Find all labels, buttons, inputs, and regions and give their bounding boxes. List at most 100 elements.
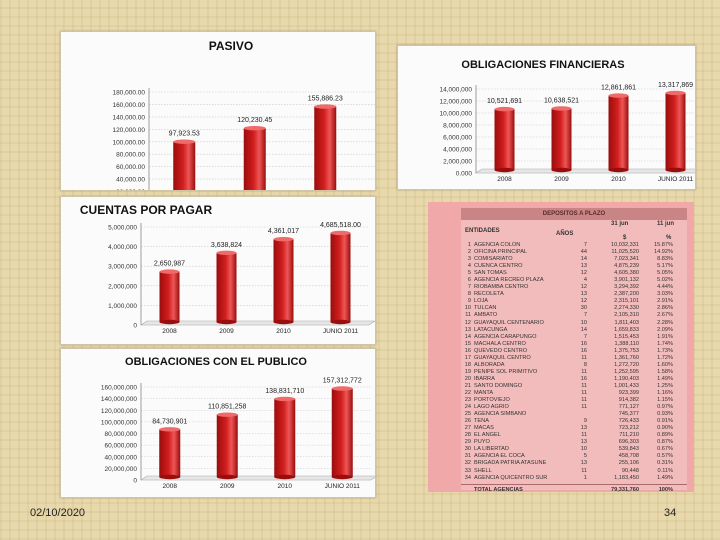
row-years: 11 (581, 389, 587, 396)
y-tick-label: 4,000,000 (108, 244, 137, 251)
header-amount: $ (623, 235, 627, 241)
table-row: 31 AGENCIA EL COCA 5 458,708 0.57% (461, 453, 687, 460)
row-entity: AGENCIA QUICENTRO SUR (474, 474, 548, 481)
row-entity: BRIGADA PATRIA ATASUNE (474, 460, 547, 467)
depositos-table: DEPOSITOS A PLAZO 31 jun 11 jun ENTIDADE… (461, 208, 687, 493)
row-number: 12 (464, 319, 471, 326)
row-percent: 0.93% (657, 411, 673, 418)
table-row: 29 PUYO 13 696,303 0.87% (461, 439, 687, 446)
bar-value-label: 2,650,987 (154, 261, 185, 268)
table-row: 17 GUAYAQUIL CENTRO 11 1,361,760 1.72% (461, 355, 687, 362)
y-tick-label: 2,000,000 (443, 159, 472, 166)
row-amount: 539,843 (618, 446, 639, 453)
row-amount: 1,515,453 (614, 333, 639, 340)
table-row: 9 LOJA 12 2,315,101 2.91% (461, 298, 687, 305)
row-amount: 711,210 (619, 432, 639, 439)
bar (608, 95, 629, 170)
row-entity: LAGO AGRIO (474, 404, 509, 411)
row-number: 29 (464, 439, 471, 446)
table-row: 7 RIOBAMBA CENTRO 12 3,294,392 4.44% (461, 284, 687, 291)
row-amount: 745,377 (618, 411, 639, 418)
bar-value-label: 157,312,772 (323, 378, 362, 385)
row-percent: 5.02% (657, 277, 673, 284)
row-years: 13 (580, 263, 587, 270)
row-amount: 696,303 (618, 439, 639, 446)
row-percent: 1.25% (657, 382, 673, 389)
row-number: 28 (464, 432, 471, 439)
y-tick-label: 14,000,000 (439, 87, 472, 94)
row-amount: 914,382 (618, 397, 639, 404)
total-percent: 100% (658, 486, 673, 493)
row-entity: ALBORADA (474, 361, 505, 368)
bar-base (330, 319, 351, 325)
row-percent: 1.73% (657, 347, 673, 354)
row-amount: 1,375,753 (614, 347, 639, 354)
row-entity: RIOBAMBA CENTRO (474, 284, 529, 291)
bar-base (665, 167, 686, 173)
row-percent: 0.89% (657, 432, 673, 439)
row-number: 6 (467, 277, 471, 284)
bar (274, 398, 296, 477)
y-tick-label: 1,000,000 (108, 303, 137, 310)
y-tick-label: 40,000.00 (116, 177, 145, 184)
table-row: 20 IBARRA 16 1,190,403 1.49% (461, 376, 687, 383)
row-percent: 2.09% (657, 326, 673, 333)
bar-base (216, 319, 237, 325)
y-tick-label: 120,000.00 (112, 127, 145, 134)
row-entity: GUAYAQUIL CENTRO (474, 354, 531, 361)
y-tick-label: 80,000,000 (104, 431, 137, 438)
row-number: 5 (467, 270, 471, 277)
bar (494, 109, 515, 170)
depositos-panel: DEPOSITOS A PLAZO 31 jun 11 jun ENTIDADE… (428, 202, 694, 493)
bar-cap (159, 427, 181, 432)
bar-cap (243, 125, 266, 131)
table-row: 22 MANTA 11 923,399 1.16% (461, 390, 687, 397)
row-number: 34 (464, 474, 471, 481)
row-entity: AGENCIA CARAPUNGO (474, 333, 537, 340)
row-percent: 8.83% (657, 256, 673, 263)
row-number: 23 (464, 397, 471, 404)
row-percent: 1.58% (657, 368, 673, 375)
row-amount: 10,032,331 (611, 242, 639, 248)
bar (330, 232, 351, 322)
row-entity: SANTO DOMINGO (474, 382, 523, 389)
y-tick-label: 80,000.00 (116, 152, 145, 159)
row-entity: AGENCIA SIMBAÑO (474, 411, 527, 418)
table-row: 24 LAGO AGRIO 11 771,127 0.97% (461, 404, 687, 411)
table-row: 6 AGENCIA RECREO PLAZA 4 3,901,132 5.02% (461, 277, 687, 284)
row-years: 14 (580, 326, 587, 333)
row-years: 14 (580, 256, 587, 263)
y-tick-label: 20,000.00 (116, 189, 145, 190)
row-years: 16 (580, 340, 587, 347)
row-years: 5 (583, 453, 587, 460)
row-percent: 1.15% (657, 397, 673, 404)
y-tick-label: 180,000.00 (112, 90, 145, 97)
bar-base (551, 167, 572, 173)
row-amount: 1,190,403 (614, 375, 639, 382)
table-row: 18 ALBORADA 8 1,272,720 1.60% (461, 362, 687, 369)
bar-base (273, 319, 294, 325)
row-percent: 5.05% (657, 270, 673, 277)
table-row: 13 LATACUNGA 14 1,659,833 2.09% (461, 327, 687, 334)
row-percent: 4.44% (657, 284, 673, 291)
row-amount: 723,212 (618, 425, 639, 432)
table-row: 16 QUEVEDO CENTRO 16 1,375,753 1.73% (461, 348, 687, 355)
chart-panel-obligaciones-con-el-publico: 0 20,000,000 40,000,000 60,000,000 80,000,00… (60, 348, 376, 498)
bar-value-label: 84,730,901 (152, 418, 187, 425)
row-years: 10 (580, 319, 587, 326)
row-percent: 0.11% (657, 467, 673, 474)
row-percent: 1.16% (657, 389, 673, 396)
bar-cap (273, 236, 294, 242)
y-tick-label: 60,000,000 (104, 443, 137, 450)
row-percent: 0.91% (657, 418, 673, 425)
row-percent: 1.49% (657, 474, 673, 481)
table-row: 25 AGENCIA SIMBAÑO 745,377 0.93% (461, 411, 687, 418)
row-years: 11 (581, 432, 587, 439)
row-entity: AGENCIA COLON (474, 242, 521, 248)
category-label: 2008 (163, 483, 178, 490)
row-amount: 3,294,392 (614, 284, 639, 291)
bar (314, 106, 337, 190)
header-anos: AÑOS (556, 231, 574, 237)
row-entity: RECOLETA (474, 291, 504, 298)
row-amount: 2,105,310 (614, 312, 639, 319)
